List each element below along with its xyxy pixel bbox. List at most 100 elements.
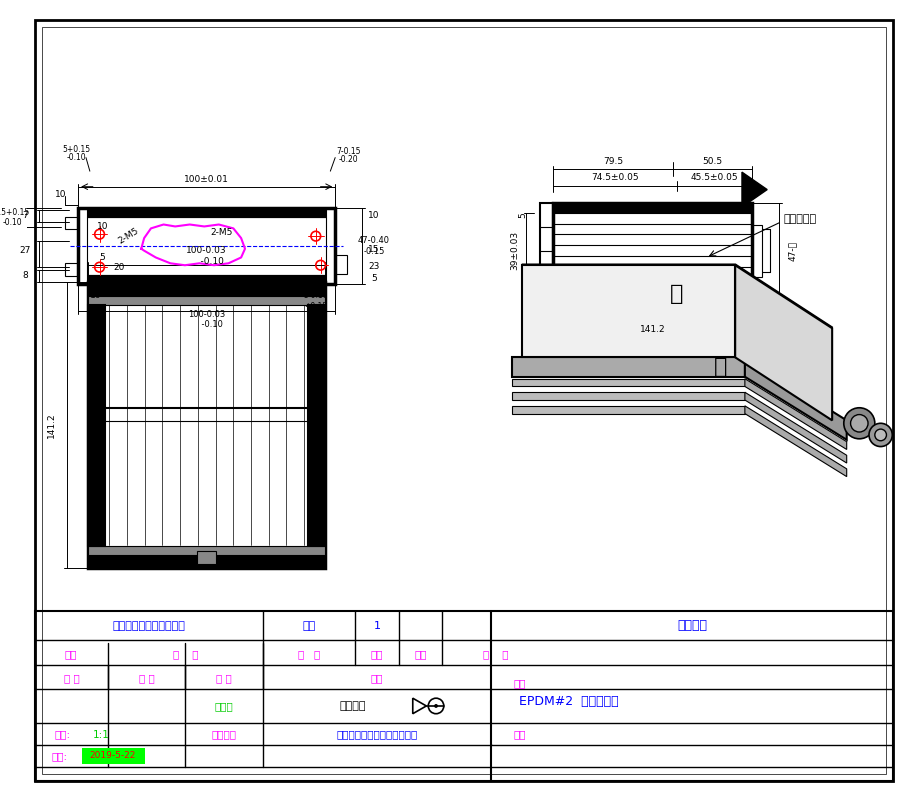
Text: 隋国洋: 隋国洋 (214, 701, 233, 711)
Text: 100-0.03
    -0.10: 100-0.03 -0.10 (188, 310, 225, 329)
Circle shape (851, 415, 868, 432)
Polygon shape (413, 698, 426, 714)
Bar (335, 255, 347, 274)
Circle shape (844, 408, 875, 439)
Bar (197, 551, 216, 565)
Text: -0.20: -0.20 (339, 155, 359, 164)
Text: -0.10: -0.10 (67, 153, 86, 162)
Polygon shape (512, 379, 745, 386)
Text: 5-0.10
+0.15: 5-0.10 +0.15 (304, 292, 328, 311)
Polygon shape (745, 357, 847, 440)
Polygon shape (512, 406, 745, 413)
Text: 2.5+0.15
-0.10: 2.5+0.15 -0.10 (0, 208, 30, 227)
Text: 名称: 名称 (514, 678, 526, 688)
Text: 100-0.03
    -0.10: 100-0.03 -0.10 (187, 247, 227, 266)
Bar (308, 304, 325, 546)
Text: 绘 图: 绘 图 (216, 674, 232, 683)
Bar (65, 217, 78, 229)
Bar (88, 282, 325, 296)
Bar (553, 203, 752, 213)
Text: 5: 5 (371, 274, 377, 284)
Polygon shape (735, 265, 833, 421)
Bar (35, 611, 893, 781)
Polygon shape (512, 392, 745, 400)
Bar (86, 208, 326, 217)
Text: 47-0.40
-0.15: 47-0.40 -0.15 (358, 236, 390, 256)
Text: 序号: 序号 (65, 649, 77, 659)
Text: 图号: 图号 (514, 730, 526, 739)
Text: 7: 7 (22, 211, 28, 220)
Text: 材   料: 材 料 (298, 649, 320, 659)
Polygon shape (522, 265, 735, 357)
Polygon shape (522, 265, 833, 328)
Polygon shape (745, 379, 847, 449)
Text: 8: 8 (22, 272, 28, 280)
Text: 47-掉: 47-掉 (788, 240, 797, 260)
Polygon shape (512, 357, 745, 376)
Text: 39±0.03: 39±0.03 (510, 231, 519, 270)
Text: 5: 5 (100, 253, 105, 262)
Circle shape (869, 423, 892, 447)
Text: 20: 20 (114, 263, 124, 272)
Bar (88, 304, 105, 546)
Text: 组测: 组测 (370, 674, 383, 683)
Text: 广州市盈新智能机电有限公司: 广州市盈新智能机电有限公司 (336, 730, 417, 739)
Bar (88, 296, 325, 304)
Text: 50.5: 50.5 (703, 157, 723, 166)
Text: 备    注: 备 注 (483, 649, 508, 659)
Text: 右边打倒角: 右边打倒角 (784, 214, 817, 223)
Polygon shape (745, 406, 847, 477)
Text: 45.5±0.05: 45.5±0.05 (690, 174, 738, 183)
Text: 23: 23 (369, 262, 379, 271)
Text: 左: 左 (714, 357, 727, 377)
Text: 第一角法: 第一角法 (340, 701, 366, 711)
Bar (78, 208, 335, 284)
Text: 5: 5 (518, 212, 527, 218)
Circle shape (875, 429, 887, 441)
Text: 79.5: 79.5 (603, 157, 623, 166)
Text: 74.5±0.05: 74.5±0.05 (591, 174, 639, 183)
Text: 2-M5: 2-M5 (117, 227, 141, 246)
Text: 2019-5-22: 2019-5-22 (89, 751, 136, 760)
Bar (88, 546, 325, 554)
Bar (86, 217, 326, 275)
Bar (553, 288, 752, 298)
Text: 10: 10 (369, 211, 379, 220)
Bar (553, 203, 752, 298)
Text: 数量: 数量 (370, 649, 383, 659)
Text: 141.2: 141.2 (47, 413, 56, 438)
Bar (88, 554, 325, 568)
Text: 表面处理: 表面处理 (212, 730, 237, 739)
Text: 批 准: 批 准 (64, 674, 79, 683)
Text: 5+0.15: 5+0.15 (62, 145, 90, 155)
Text: 右: 右 (670, 284, 684, 304)
FancyBboxPatch shape (82, 748, 145, 763)
Circle shape (434, 704, 438, 708)
Text: 27: 27 (19, 246, 31, 256)
Bar (540, 203, 553, 298)
Text: 重庆库博: 重庆库博 (677, 619, 707, 633)
Text: 名    称: 名 称 (173, 649, 198, 659)
Text: 141.2: 141.2 (640, 324, 666, 334)
Bar (88, 282, 325, 568)
Text: 审 核: 审 核 (139, 674, 154, 683)
Text: 黄铜: 黄铜 (303, 621, 315, 631)
Text: 1: 1 (373, 621, 380, 631)
Bar (65, 264, 78, 276)
Text: 100±0.01: 100±0.01 (185, 175, 229, 184)
Text: 10: 10 (90, 291, 102, 300)
Bar (86, 275, 326, 284)
Text: 重量: 重量 (414, 649, 427, 659)
Polygon shape (742, 172, 767, 207)
Text: 10: 10 (55, 190, 67, 199)
Text: 日期:: 日期: (51, 751, 68, 761)
Text: 7-0.15: 7-0.15 (336, 147, 361, 156)
Text: 比例:: 比例: (54, 730, 70, 739)
Polygon shape (745, 392, 847, 463)
Text: 1:1: 1:1 (93, 730, 109, 739)
Text: 15: 15 (369, 245, 379, 254)
Bar (752, 224, 762, 277)
Text: 行李箱精切工装（闭口）: 行李箱精切工装（闭口） (113, 621, 186, 631)
Text: 2-M5: 2-M5 (210, 227, 232, 237)
Text: 10: 10 (96, 222, 108, 231)
